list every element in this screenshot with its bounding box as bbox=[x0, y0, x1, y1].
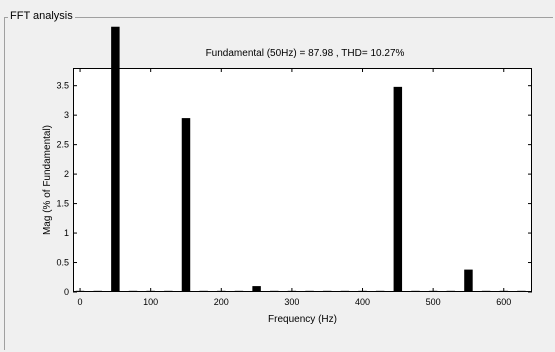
bar-250hz bbox=[252, 286, 261, 292]
chart-title: Fundamental (50Hz) = 87.98 , THD= 10.27% bbox=[206, 48, 405, 59]
x-tick-label: 100 bbox=[143, 297, 158, 307]
x-tick-label: 600 bbox=[496, 297, 511, 307]
x-tick-label: 0 bbox=[78, 297, 83, 307]
bar-150hz bbox=[181, 118, 191, 293]
plot-frame bbox=[73, 68, 532, 292]
bar-550hz bbox=[464, 269, 473, 292]
y-tick-label: 0 bbox=[64, 287, 69, 297]
y-tick-label: 3 bbox=[64, 110, 69, 120]
x-tick-label: 200 bbox=[214, 297, 229, 307]
plot-area bbox=[73, 68, 532, 292]
y-tick-label: 0.5 bbox=[56, 258, 69, 268]
x-axis-label: Frequency (Hz) bbox=[268, 314, 337, 325]
bar-50hz bbox=[111, 26, 120, 292]
bar-450hz bbox=[393, 86, 403, 292]
x-tick-label: 500 bbox=[426, 297, 441, 307]
panel-frame bbox=[4, 17, 553, 350]
y-tick-label: 2.5 bbox=[56, 140, 69, 150]
y-tick-label: 1 bbox=[64, 228, 69, 238]
y-tick-label: 2 bbox=[64, 169, 69, 179]
y-tick-label: 3.5 bbox=[56, 81, 69, 91]
panel-title: FFT analysis bbox=[8, 9, 75, 23]
y-tick-label: 1.5 bbox=[56, 199, 69, 209]
x-tick-label: 400 bbox=[355, 297, 370, 307]
y-axis-label: Mag (% of Fundamental) bbox=[42, 125, 53, 235]
x-tick-label: 300 bbox=[284, 297, 299, 307]
